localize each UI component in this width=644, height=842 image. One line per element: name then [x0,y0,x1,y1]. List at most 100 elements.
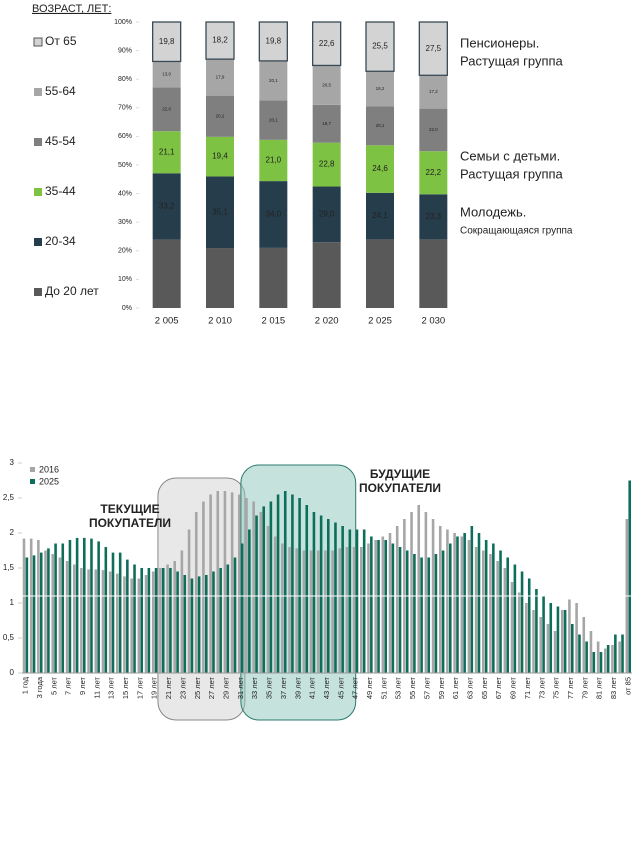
y-tick-label: 1,5 [3,563,15,572]
x-tick-label: 79 лет [580,676,589,699]
x-tick-label: 21 лет [164,676,173,699]
bar [44,550,47,673]
bar-segment [206,248,234,308]
x-tick-label: 45 лет [336,676,345,699]
annotation: ПОКУПАТЕЛИ [359,481,441,495]
bar [628,480,631,673]
bar [233,557,237,673]
bar [312,512,316,673]
bar [216,491,220,673]
bar [94,569,98,673]
bar [434,554,438,673]
bar [266,526,270,673]
bar [446,529,449,673]
x-tick-label: 69 лет [509,676,518,699]
bar [190,578,194,673]
bar-segment [366,239,394,308]
bar-segment [312,21,342,67]
bar-segment [206,95,234,137]
bar [295,548,299,673]
bar [606,645,610,673]
bar [506,557,509,673]
x-tick-label: 2 020 [315,316,339,327]
bar [467,540,471,673]
bar [324,550,327,673]
x-tick-label: от 85 [623,677,632,695]
bar-segment [206,136,234,177]
bar [252,501,255,673]
x-tick-label: 7 лет [64,676,73,695]
bar-segment [366,106,394,146]
bar-segment [152,61,181,88]
y-tick-label: 30% [118,219,132,226]
x-tick-label: 2 025 [368,316,392,327]
bar [212,571,215,673]
bar [520,571,524,673]
x-tick-label: 55 лет [408,676,417,699]
bar [283,491,287,673]
bar [532,610,535,673]
bar-segment [312,65,341,105]
bar [80,568,83,673]
x-tick-label: 61 лет [451,676,460,699]
data-label: 24,6 [372,164,388,173]
annotation: Молодежь. [460,204,526,219]
bar-segment [366,192,394,240]
x-tick-label: 81 лет [595,676,604,699]
data-label: 21,1 [159,147,175,156]
bar [614,634,617,673]
bar [154,568,158,673]
bar-segment [419,75,448,109]
bar [417,505,421,673]
data-label: 22,0 [429,127,438,132]
bar [269,501,273,673]
y-tick-label: 2 [10,528,15,537]
bar [133,564,136,673]
y-tick-label: 60% [118,133,132,140]
legend-label: 55-64 [45,84,76,98]
x-tick-label: 2 010 [208,316,232,327]
bar [68,540,72,673]
bar [39,552,43,673]
bar [348,529,352,673]
bar [395,526,399,673]
bar [578,634,581,673]
x-tick-label: 53 лет [394,676,403,699]
bar [144,575,148,673]
x-tick-label: 13 лет [107,676,116,699]
bar [492,543,495,673]
bar [75,537,79,673]
bar [302,550,306,673]
bar [398,547,402,673]
bar-segment [365,21,395,72]
annotation: Растущая группа [460,166,564,181]
y-tick-label: 3 [10,458,15,467]
bar [130,578,133,673]
bar [32,555,36,673]
x-tick-label: 27 лет [207,676,216,699]
bar [47,548,50,673]
bar [202,501,205,673]
bar [571,624,574,673]
spacer [0,375,644,445]
x-tick-label: 83 лет [609,676,618,699]
bar [341,526,344,673]
bar [441,550,445,673]
bar [118,552,122,673]
bar [259,512,263,673]
annotation: Сокращающаяся группа [460,226,573,237]
data-label: 22,2 [426,168,442,177]
bar [166,564,169,673]
x-tick-label: 17 лет [135,676,144,699]
bar [618,641,621,673]
bar [97,541,100,673]
x-tick-label: 1 год [21,676,30,694]
data-label: 27,5 [426,44,442,53]
bar [381,536,385,673]
data-label: 19,4 [212,152,228,161]
bar [589,631,593,673]
bar-segment [259,60,288,101]
x-tick-label: 31 лет [236,676,245,699]
x-tick-label: 11 лет [92,676,101,698]
bar-segment [312,186,341,243]
